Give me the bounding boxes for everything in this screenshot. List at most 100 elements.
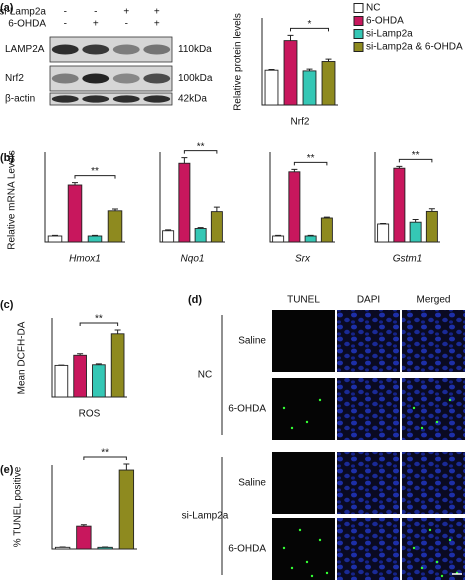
error-bar <box>114 329 121 334</box>
column-header: Merged <box>417 295 451 306</box>
blot-band <box>112 95 140 103</box>
micrograph <box>337 452 400 514</box>
row-label: 6-OHDA <box>228 544 266 555</box>
bar <box>178 162 191 243</box>
error-bar <box>428 208 435 212</box>
tunel-dot <box>290 426 294 430</box>
band-size: 42kDa <box>178 94 207 105</box>
significance-bracket <box>398 158 433 163</box>
micrograph <box>402 452 465 514</box>
significance-bracket <box>79 322 119 327</box>
micrograph <box>337 310 400 372</box>
treatment-sign: - <box>125 19 128 30</box>
bar <box>118 469 135 550</box>
micrograph <box>272 518 335 580</box>
legend-swatch <box>353 29 364 39</box>
legend-label: NC <box>366 3 380 14</box>
tunel-dot <box>305 560 309 564</box>
bar <box>67 184 83 243</box>
legend-swatch <box>353 42 364 52</box>
bar <box>110 333 125 398</box>
tunel-dot <box>440 574 444 578</box>
tunel-dot <box>318 398 322 402</box>
blot-strip <box>49 92 173 106</box>
error-bar <box>165 229 172 231</box>
error-bar <box>95 363 102 365</box>
bar <box>302 70 317 106</box>
group-label: si-Lamp2a <box>182 511 229 522</box>
treatment-label: si-Lamp2a <box>0 7 46 18</box>
error-bar <box>77 353 84 356</box>
significance: ** <box>307 153 315 164</box>
significance-bracket <box>293 161 328 166</box>
bar <box>264 69 279 106</box>
significance: ** <box>197 141 205 152</box>
group-label: NC <box>198 370 212 381</box>
micrograph <box>337 518 400 580</box>
band-label: β-actin <box>5 94 35 105</box>
bar <box>54 364 69 398</box>
significance: ** <box>412 150 420 161</box>
bar <box>283 40 298 106</box>
treatment-sign: + <box>154 7 160 18</box>
band-label: Nrf2 <box>5 73 24 84</box>
tunel-dot <box>420 566 424 570</box>
bar <box>107 210 123 243</box>
error-bar <box>52 234 58 236</box>
tunel-dot <box>325 571 329 575</box>
treatment-sign: + <box>154 19 160 30</box>
y-label: Relative mRNA Levels <box>7 150 18 249</box>
tunel-dot <box>282 406 286 410</box>
error-bar <box>268 69 275 71</box>
bar <box>320 217 333 243</box>
blot-band <box>82 44 110 55</box>
x-label: Hmox1 <box>69 254 101 265</box>
error-bar <box>412 219 419 223</box>
panel-label: (e) <box>0 464 14 476</box>
bar <box>409 221 422 243</box>
legend-label: 6-OHDA <box>366 16 404 27</box>
error-bar <box>181 157 188 164</box>
bar <box>73 354 87 398</box>
blot-band <box>143 44 171 55</box>
error-bar <box>72 182 78 185</box>
micrograph <box>272 378 335 440</box>
bar <box>272 235 285 243</box>
error-bar <box>275 234 282 236</box>
error-bar <box>92 234 98 236</box>
error-bar <box>291 168 298 172</box>
bar <box>97 546 113 550</box>
y-label: Mean DCFH-DA <box>17 321 28 394</box>
error-bar <box>306 68 313 71</box>
blot-band <box>143 95 171 103</box>
legend-swatch <box>353 3 364 13</box>
bar <box>194 228 207 243</box>
legend-swatch <box>353 16 364 26</box>
tunel-dot <box>310 574 314 578</box>
bar <box>92 364 106 398</box>
treatment-sign: - <box>94 7 97 18</box>
row-label: Saline <box>238 478 266 489</box>
significance: * <box>308 19 312 30</box>
bar <box>47 235 63 243</box>
panel-label: (d) <box>188 294 202 306</box>
blot-band <box>82 95 110 103</box>
panel-label: (a) <box>0 2 14 14</box>
error-bar <box>380 222 387 224</box>
treatment-sign: - <box>64 7 67 18</box>
x-label: Nrf2 <box>291 117 310 128</box>
micrograph <box>337 378 400 440</box>
row-label: 6-OHDA <box>228 404 266 415</box>
bar <box>87 235 103 243</box>
x-label: Nqo1 <box>181 254 205 265</box>
tunel-dot <box>448 538 452 542</box>
tunel-dot <box>428 528 432 532</box>
bar <box>425 210 438 243</box>
significance-bracket <box>83 456 127 460</box>
tunel-dot <box>412 406 416 410</box>
blot-band <box>51 95 79 103</box>
panel-label: (c) <box>0 299 14 311</box>
significance-bracket <box>74 175 116 179</box>
y-label: Relative protein levels <box>233 13 244 111</box>
